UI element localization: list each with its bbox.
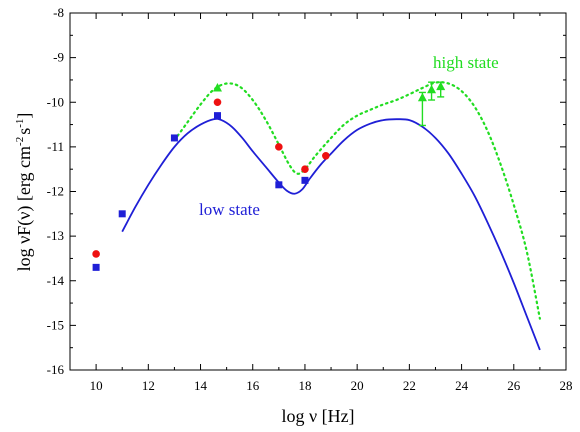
low-state-point	[275, 181, 283, 189]
x-tick-labels: 10 12 14 16 18 20 22 24 26 28	[90, 378, 573, 393]
high-state-point	[417, 92, 427, 102]
x-tick-label: 22	[403, 378, 416, 393]
x-tick-label: 26	[507, 378, 521, 393]
red-point	[322, 152, 330, 160]
y-axis-title-end: ]	[14, 113, 34, 119]
y-axis-title-sup1: -2	[14, 137, 26, 146]
x-tick-label: 16	[246, 378, 260, 393]
low-state-point	[301, 176, 309, 184]
y-axis-title: log νF(ν) [erg cm-2 s-1]	[14, 113, 35, 272]
y-tick-label: -8	[53, 5, 64, 20]
y-tick-label: -11	[47, 139, 64, 154]
annotation-low-state: low state	[199, 200, 260, 219]
low-state-model-curve	[121, 117, 541, 351]
axis-ticks	[69, 12, 567, 371]
x-tick-label: 20	[351, 378, 364, 393]
y-axis-title-main: log νF(ν) [erg cm	[14, 146, 35, 271]
plot-area	[92, 81, 541, 351]
y-tick-label: -12	[47, 184, 64, 199]
x-tick-label: 12	[142, 378, 155, 393]
high-state-point	[427, 84, 437, 94]
y-tick-label: -9	[53, 50, 64, 65]
high-state-point	[436, 81, 446, 91]
red-point	[92, 250, 100, 258]
high-state-point	[212, 82, 222, 92]
model-curves	[121, 81, 541, 351]
annotation-high-state: high state	[433, 53, 499, 72]
data-markers	[92, 81, 446, 271]
y-tick-label: -15	[47, 317, 64, 332]
x-tick-label: 18	[298, 378, 311, 393]
y-tick-label: -13	[47, 228, 64, 243]
x-tick-label: 28	[560, 378, 573, 393]
y-tick-labels: -16 -15 -14 -13 -12 -11 -10 -9 -8	[47, 5, 65, 377]
y-tick-label: -16	[47, 362, 65, 377]
low-state-point	[170, 134, 178, 142]
x-axis-title: log ν [Hz]	[281, 406, 354, 426]
x-tick-label: 24	[455, 378, 469, 393]
y-axis-title-sup2: -1	[14, 119, 26, 128]
red-point	[213, 98, 222, 107]
low-state-point	[213, 112, 221, 120]
low-state-point	[118, 210, 126, 218]
red-point	[275, 143, 283, 151]
y-tick-label: -14	[47, 273, 65, 288]
y-axis-title-mid: s	[14, 128, 34, 135]
red-point	[301, 165, 309, 173]
x-tick-label: 14	[194, 378, 208, 393]
y-tick-label: -10	[47, 94, 64, 109]
low-state-point	[92, 263, 100, 271]
high-state-model-curve	[173, 81, 541, 320]
x-tick-label: 10	[90, 378, 103, 393]
